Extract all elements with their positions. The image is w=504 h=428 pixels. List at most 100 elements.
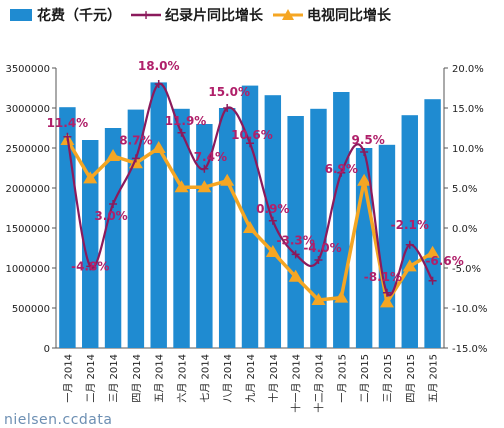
documentary-data-label: 9.5% bbox=[351, 133, 384, 147]
y-left-tick-label: 2500000 bbox=[5, 144, 50, 155]
legend-swatch-spend bbox=[10, 9, 32, 21]
y-left-tick-label: 0 bbox=[44, 344, 50, 355]
tv-point-marker bbox=[151, 141, 166, 153]
y-left-tick-label: 2000000 bbox=[5, 184, 50, 195]
legend-label-tv: 电视同比增长 bbox=[307, 8, 391, 24]
tv-point-marker bbox=[357, 173, 372, 186]
y-right-tick-label: -5.0% bbox=[452, 264, 481, 275]
documentary-point-marker bbox=[337, 168, 346, 177]
y-right-tick-label: 5.0% bbox=[452, 184, 477, 195]
tv-point-marker bbox=[311, 293, 326, 305]
documentary-point-marker bbox=[246, 139, 254, 148]
documentary-data-label: 7.4% bbox=[194, 150, 227, 164]
bar bbox=[196, 124, 213, 348]
bar bbox=[173, 108, 190, 348]
bar bbox=[310, 108, 327, 348]
documentary-point-marker bbox=[405, 240, 414, 249]
tv-point-marker bbox=[265, 245, 280, 257]
legend-item-spend: 花费（千元） bbox=[10, 5, 121, 25]
legend-swatch-documentary: + bbox=[131, 9, 161, 21]
chart-legend: 花费（千元） + 纪录片同比增长 电视同比增长 bbox=[10, 4, 401, 26]
documentary-point-marker bbox=[360, 148, 369, 156]
documentary-point-marker bbox=[223, 104, 232, 112]
documentary-data-label: -4.0% bbox=[303, 241, 341, 255]
x-tick-label: 四月 2014 bbox=[131, 354, 143, 403]
y-right-tick-label: 10.0% bbox=[452, 144, 484, 155]
tv-point-marker bbox=[334, 290, 349, 303]
tv-point-marker bbox=[379, 295, 394, 308]
x-tick-label: 二月 2014 bbox=[85, 354, 97, 403]
legend-item-tv: 电视同比增长 bbox=[273, 5, 391, 25]
y-right-tick-label: -10.0% bbox=[452, 304, 487, 315]
y-left-tick-label: 1000000 bbox=[5, 264, 50, 275]
documentary-point-marker bbox=[131, 154, 140, 163]
x-tick-label: 五月 2014 bbox=[154, 354, 166, 403]
tv-point-marker bbox=[288, 269, 303, 282]
tv-point-marker bbox=[402, 259, 417, 272]
bar bbox=[82, 140, 99, 348]
documentary-point-marker bbox=[86, 262, 95, 271]
bar bbox=[241, 85, 259, 348]
documentary-data-label: 3.0% bbox=[94, 209, 127, 223]
legend-label-spend: 花费（千元） bbox=[37, 8, 121, 24]
documentary-data-label: 11.9% bbox=[165, 114, 207, 128]
x-tick-label: 十月 2014 bbox=[267, 354, 280, 403]
bar bbox=[218, 108, 236, 348]
y-right-tick-label: -15.0% bbox=[452, 344, 487, 355]
y-right-tick-label: 20.0% bbox=[452, 64, 484, 75]
x-tick-label: 九月 2014 bbox=[245, 354, 257, 403]
bar bbox=[333, 92, 350, 348]
bar bbox=[378, 144, 396, 348]
tv-point-marker bbox=[83, 171, 98, 184]
x-tick-label: 一月 2015 bbox=[336, 354, 348, 403]
y-left-tick-label: 1500000 bbox=[5, 224, 50, 235]
legend-label-documentary: 纪录片同比增长 bbox=[165, 8, 263, 24]
documentary-point-marker bbox=[428, 276, 437, 285]
documentary-data-label: -2.1% bbox=[391, 218, 429, 232]
tv-point-marker bbox=[174, 180, 189, 193]
y-left-tick-label: 3500000 bbox=[5, 64, 50, 75]
series-line-documentary bbox=[66, 82, 434, 297]
tv-point-marker bbox=[425, 245, 440, 258]
x-tick-label: 六月 2014 bbox=[177, 354, 189, 403]
x-tick-label: 三月 2015 bbox=[382, 354, 394, 403]
bar bbox=[401, 115, 418, 348]
y-left-tick-label: 500000 bbox=[12, 304, 50, 315]
documentary-data-label: -8.1% bbox=[364, 270, 402, 284]
documentary-point-marker bbox=[314, 256, 323, 264]
documentary-data-label: 6.9% bbox=[325, 162, 358, 176]
documentary-point-marker bbox=[109, 200, 118, 208]
documentary-data-label: -4.8% bbox=[71, 259, 109, 273]
svg-text:+: + bbox=[141, 9, 151, 21]
documentary-point-marker bbox=[154, 80, 163, 88]
bar bbox=[424, 99, 441, 348]
documentary-point-marker bbox=[291, 250, 300, 259]
watermark-text: nielsen.ccdata bbox=[4, 412, 113, 428]
documentary-data-label: 8.7% bbox=[119, 133, 152, 147]
tv-point-marker bbox=[197, 180, 212, 193]
x-tick-label: 七月 2014 bbox=[199, 354, 211, 403]
documentary-data-label: 18.0% bbox=[138, 59, 180, 73]
tv-point-marker bbox=[243, 221, 257, 233]
documentary-data-label: -3.3% bbox=[277, 233, 315, 247]
x-tick-label: 一月 2014 bbox=[62, 354, 74, 403]
y-right-tick-label: 0.0% bbox=[452, 224, 477, 235]
documentary-data-label: 10.6% bbox=[231, 128, 273, 142]
documentary-data-label: 0.9% bbox=[256, 202, 289, 216]
documentary-point-marker bbox=[382, 288, 391, 297]
x-tick-label: 三月 2014 bbox=[108, 354, 120, 403]
documentary-point-marker bbox=[268, 216, 277, 225]
x-tick-label: 十二月 2014 bbox=[312, 354, 325, 413]
y-right-tick-label: 15.0% bbox=[452, 104, 484, 115]
documentary-data-label: 15.0% bbox=[208, 85, 250, 99]
x-tick-label: 八月 2014 bbox=[222, 354, 234, 403]
documentary-point-marker bbox=[177, 128, 186, 137]
x-tick-label: 四月 2015 bbox=[405, 354, 417, 403]
y-left-tick-label: 3000000 bbox=[5, 104, 50, 115]
x-tick-label: 二月 2015 bbox=[359, 354, 371, 403]
x-tick-label: 五月 2015 bbox=[428, 354, 440, 403]
documentary-data-label: 11.4% bbox=[47, 116, 89, 130]
legend-item-documentary: + 纪录片同比增长 bbox=[131, 5, 263, 25]
bar bbox=[104, 128, 122, 348]
